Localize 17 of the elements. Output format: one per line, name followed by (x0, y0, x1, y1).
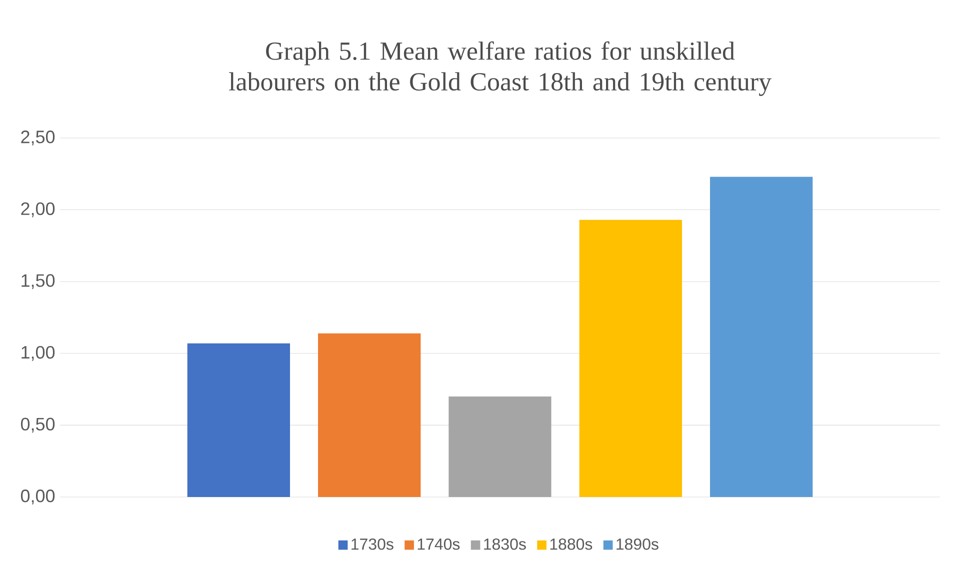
bar (579, 220, 682, 497)
bar (187, 343, 290, 497)
legend-label: 1830s (484, 538, 526, 550)
chart-title: Graph 5.1 Mean welfare ratios for unskilled labourers on the Gold Coast 18th and 19th century (229, 41, 772, 96)
legend-label: 1740s (418, 538, 460, 550)
y-tick-label: 0,00 (20, 490, 55, 504)
bar (448, 396, 552, 497)
y-tick-label: 2,50 (21, 130, 55, 146)
legend-label: 1880s (550, 538, 592, 550)
bar (318, 333, 421, 497)
y-tick-label: 0,50 (20, 418, 55, 433)
y-tick-label: 2,00 (21, 202, 55, 218)
bar (710, 176, 813, 497)
legend-label: 1890s (616, 538, 658, 550)
y-tick-label: 1,50 (22, 274, 55, 290)
y-tick-label: 1,00 (22, 346, 55, 361)
legend-label: 1730s (352, 538, 394, 550)
